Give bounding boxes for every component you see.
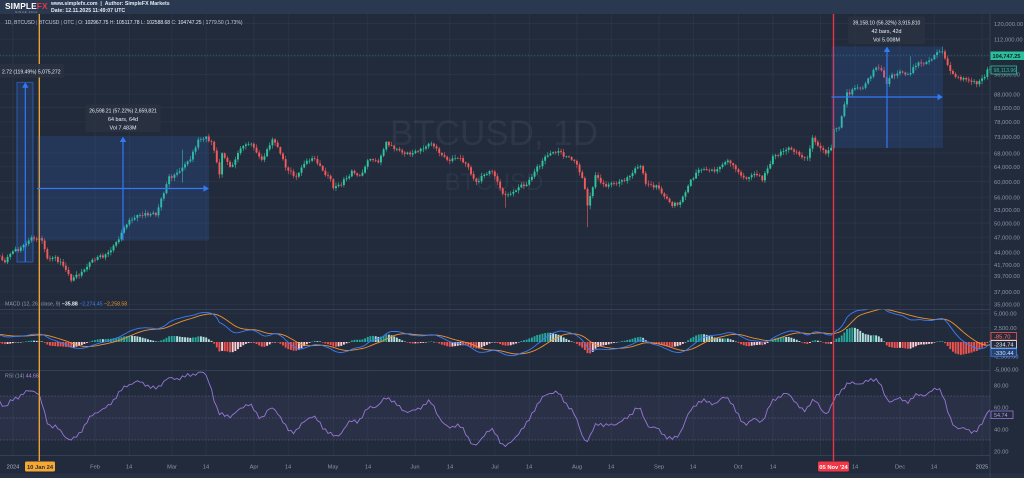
svg-text:2024: 2024 [7, 465, 20, 471]
svg-text:14: 14 [365, 465, 371, 471]
svg-text:20.00: 20.00 [994, 449, 1009, 455]
svg-text:10 Jan 24: 10 Jan 24 [27, 465, 54, 471]
svg-text:44,000.00: 44,000.00 [994, 251, 1020, 257]
svg-text:Dec: Dec [895, 465, 905, 471]
svg-text:83,000.00: 83,000.00 [994, 106, 1020, 112]
svg-text:14: 14 [690, 465, 696, 471]
svg-text:14: 14 [526, 465, 532, 471]
svg-text:14: 14 [852, 465, 858, 471]
svg-text:98,113.96: 98,113.96 [994, 68, 1017, 74]
svg-text:2.72 (119.49%) 5,075,272: 2.72 (119.49%) 5,075,272 [2, 70, 61, 76]
svg-text:68,000.00: 68,000.00 [994, 151, 1020, 157]
svg-text:39,700.00: 39,700.00 [994, 274, 1020, 280]
svg-text:53,000.00: 53,000.00 [994, 208, 1020, 214]
svg-text:Aug: Aug [572, 465, 582, 471]
svg-text:14: 14 [608, 465, 614, 471]
svg-text:Mar: Mar [167, 465, 177, 471]
svg-text:Feb: Feb [90, 465, 100, 471]
svg-text:May: May [328, 465, 339, 471]
svg-text:14: 14 [285, 465, 291, 471]
svg-text:5,000.00: 5,000.00 [994, 312, 1017, 318]
svg-text:60,000.00: 60,000.00 [994, 180, 1020, 186]
svg-text:40.00: 40.00 [994, 427, 1009, 433]
svg-text:Apr: Apr [250, 465, 259, 471]
svg-text:35,000.00: 35,000.00 [994, 303, 1020, 309]
svg-text:Vol 7.483M: Vol 7.483M [110, 126, 137, 132]
svg-text:14: 14 [770, 465, 776, 471]
svg-text:2,500.00: 2,500.00 [994, 326, 1017, 332]
svg-text:14: 14 [203, 465, 209, 471]
svg-text:80.00: 80.00 [994, 383, 1009, 389]
svg-text:64,000.00: 64,000.00 [994, 165, 1020, 171]
svg-text:Jul: Jul [491, 465, 498, 471]
svg-text:RSI (14) 44.66: RSI (14) 44.66 [5, 374, 39, 380]
svg-text:26,598.21 (57.22%) 2,659,821: 26,598.21 (57.22%) 2,659,821 [89, 109, 157, 115]
svg-text:54.74: 54.74 [994, 413, 1008, 419]
svg-text:-85.70: -85.70 [994, 335, 1010, 341]
svg-text:78,000.00: 78,000.00 [994, 120, 1020, 126]
svg-text:64 bars, 64d: 64 bars, 64d [108, 117, 138, 123]
svg-text:73,000.00: 73,000.00 [994, 135, 1020, 141]
svg-text:60.00: 60.00 [994, 405, 1009, 411]
svg-text:14: 14 [126, 465, 132, 471]
svg-text:MACD (12, 26, close, 9) −35.8: MACD (12, 26, close, 9) −35.88 −2,274.45… [5, 302, 127, 308]
svg-text:104,747.25: 104,747.25 [993, 54, 1021, 60]
svg-text:14: 14 [931, 465, 937, 471]
svg-text:-234.74: -234.74 [994, 343, 1014, 349]
svg-text:41,700.00: 41,700.00 [994, 263, 1020, 269]
svg-text:05 Nov '24: 05 Nov '24 [819, 465, 848, 471]
svg-text:120,000.00: 120,000.00 [994, 22, 1023, 28]
svg-text:1D, BTCUSD | BTCUSD | OTC | O:: 1D, BTCUSD | BTCUSD | OTC | O: 102967.75… [5, 20, 243, 26]
svg-text:112,000.00: 112,000.00 [994, 38, 1023, 44]
svg-text:Vol 5.008M: Vol 5.008M [873, 38, 900, 44]
svg-text:50,000.00: 50,000.00 [994, 221, 1020, 227]
svg-text:Sep: Sep [654, 465, 664, 471]
svg-text:42 bars, 42d: 42 bars, 42d [872, 29, 902, 35]
svg-text:-2,500.00: -2,500.00 [994, 355, 1019, 361]
svg-text:14: 14 [447, 465, 453, 471]
svg-text:Jun: Jun [410, 465, 419, 471]
svg-text:BTCUSD, 1D: BTCUSD, 1D [390, 114, 598, 153]
svg-text:96,000.00: 96,000.00 [994, 73, 1020, 79]
svg-text:39,158.10 (56.32%) 3,915,810: 39,158.10 (56.32%) 3,915,810 [853, 21, 921, 27]
svg-text:47,000.00: 47,000.00 [994, 236, 1020, 242]
svg-text:88,000.00: 88,000.00 [994, 93, 1020, 99]
svg-text:Oct: Oct [734, 465, 743, 471]
svg-text:-5,000.00: -5,000.00 [994, 367, 1019, 373]
svg-text:37,000.00: 37,000.00 [994, 290, 1020, 296]
svg-text:-330.44: -330.44 [994, 351, 1014, 357]
svg-text:56,000.00: 56,000.00 [994, 196, 1020, 202]
svg-text:2025: 2025 [976, 465, 989, 471]
